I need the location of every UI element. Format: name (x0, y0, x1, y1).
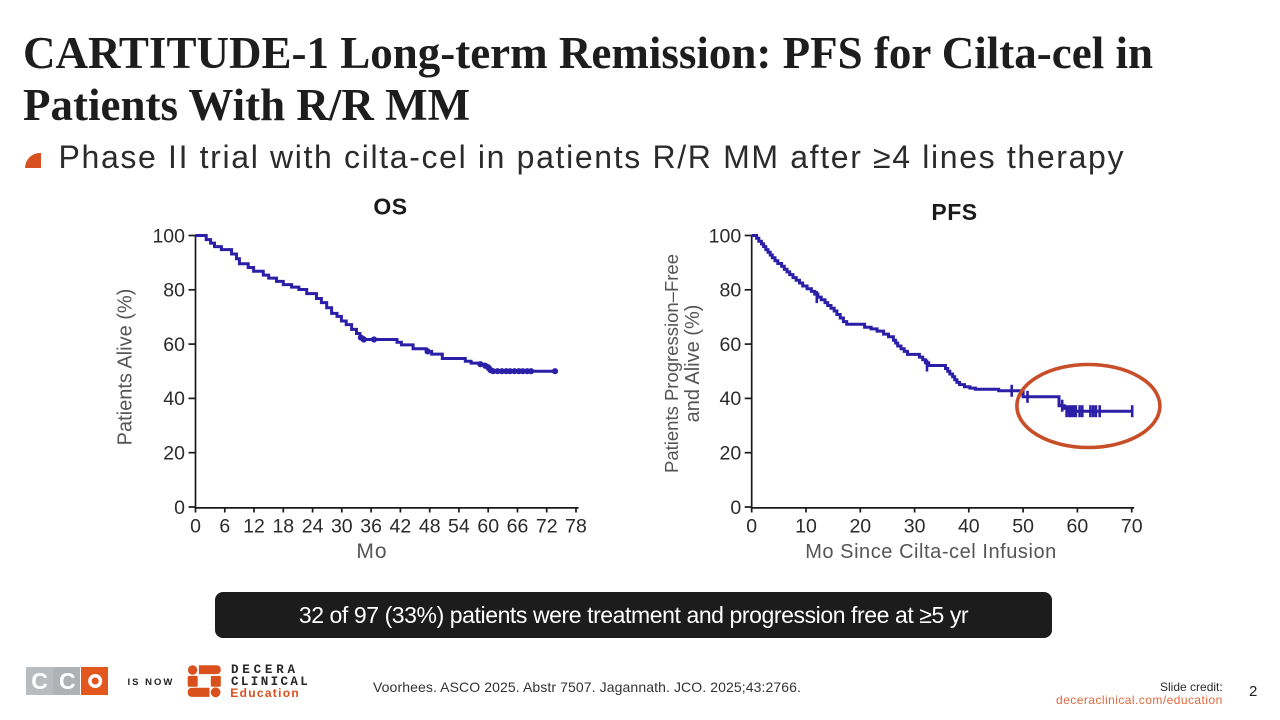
svg-text:60: 60 (477, 516, 499, 538)
svg-text:PFS: PFS (931, 199, 977, 225)
svg-text:20: 20 (163, 443, 185, 465)
svg-text:24: 24 (302, 516, 324, 538)
svg-text:36: 36 (360, 516, 382, 538)
svg-text:10: 10 (795, 516, 817, 538)
svg-text:100: 100 (709, 225, 742, 247)
svg-text:12: 12 (243, 516, 265, 538)
svg-text:54: 54 (448, 516, 470, 538)
svg-text:80: 80 (719, 280, 741, 302)
svg-text:0: 0 (746, 516, 757, 538)
svg-text:OS: OS (373, 194, 407, 220)
svg-text:48: 48 (419, 516, 441, 538)
svg-text:40: 40 (163, 388, 185, 410)
svg-text:30: 30 (331, 516, 353, 538)
svg-text:100: 100 (152, 225, 185, 247)
svg-text:30: 30 (904, 516, 926, 538)
svg-text:80: 80 (163, 280, 185, 302)
svg-text:Patients Progression–Free: Patients Progression–Free (661, 254, 682, 473)
svg-text:C: C (31, 668, 48, 694)
svg-text:42: 42 (390, 516, 412, 538)
svg-text:60: 60 (163, 334, 185, 356)
svg-text:0: 0 (730, 497, 741, 519)
svg-text:70: 70 (1121, 516, 1143, 538)
svg-text:C: C (58, 668, 75, 694)
svg-text:78: 78 (565, 516, 587, 538)
svg-text:60: 60 (1067, 516, 1089, 538)
svg-text:40: 40 (958, 516, 980, 538)
svg-text:and Alive (%): and Alive (%) (682, 305, 704, 423)
svg-text:18: 18 (272, 516, 294, 538)
svg-text:Mo: Mo (356, 540, 387, 563)
svg-text:72: 72 (536, 516, 558, 538)
svg-text:Patients Alive (%): Patients Alive (%) (115, 289, 137, 446)
svg-text:60: 60 (719, 334, 741, 356)
svg-text:66: 66 (507, 516, 529, 538)
svg-text:20: 20 (849, 516, 871, 538)
svg-text:0: 0 (190, 516, 201, 538)
svg-text:6: 6 (219, 516, 230, 538)
svg-text:0: 0 (174, 497, 185, 519)
svg-text:20: 20 (719, 443, 741, 465)
svg-text:50: 50 (1012, 516, 1034, 538)
svg-text:40: 40 (719, 388, 741, 410)
svg-text:Mo Since Cilta-cel Infusion: Mo Since Cilta-cel Infusion (805, 541, 1057, 563)
